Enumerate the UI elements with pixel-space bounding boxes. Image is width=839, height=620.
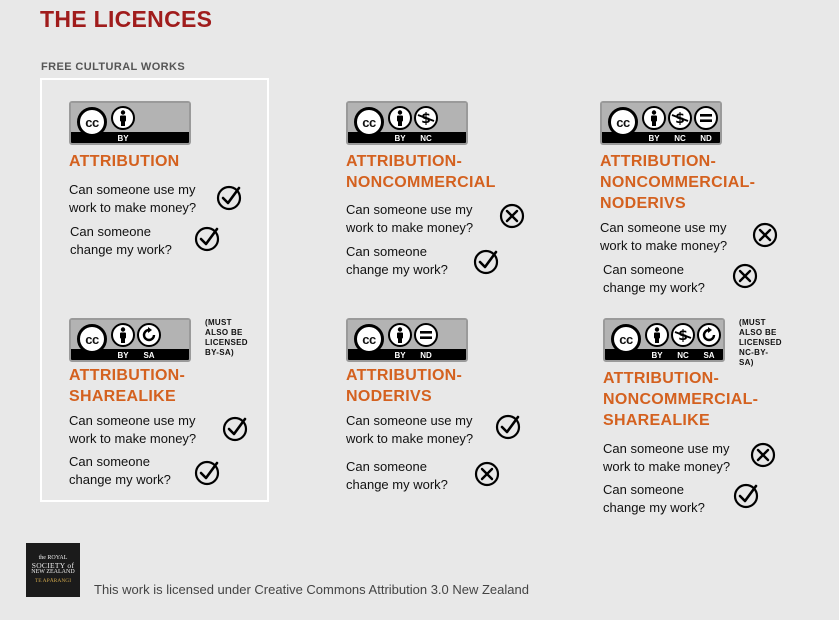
licence-name: ATTRIBUTION- NONCOMMERCIAL- SHAREALIKE [603,370,759,429]
cc-badge: cc BY ND [346,318,468,362]
badge-label: NC [677,351,689,360]
person-icon [388,323,412,347]
licence-name: ATTRIBUTION [69,153,180,170]
no-dollar-icon: $ [668,106,692,130]
cc-icon: cc [77,107,107,137]
cc-icon: cc [354,324,384,354]
cross-icon [750,442,776,468]
page-title: THE LICENCES [40,6,213,32]
licence-note: (MUST ALSO BE LICENSED NC-BY-SA) [739,318,782,367]
question-money: Can someone use my work to make money? [69,182,197,215]
question-change: Can someone change my work? [70,224,172,257]
check-icon [733,483,759,509]
person-icon [111,323,135,347]
badge-label: BY [394,134,406,143]
no-dollar-icon: $ [671,323,695,347]
badge-label: NC [674,134,686,143]
cross-icon [732,263,758,289]
cc-icon: cc [611,324,641,354]
cc-badge: cc $ BY NC ND [600,101,722,145]
licence-card: cc BY ND ATTRIBUTION- NODERIVS Can someone us… [346,318,521,492]
person-icon [645,323,669,347]
badge-label: NC [420,134,432,143]
badge-label: BY [651,351,663,360]
logo-line: NEW ZEALAND [31,569,75,575]
badge-label: ND [700,134,712,143]
badge-label: BY [648,134,660,143]
badge-label: SA [143,351,155,360]
question-change: Can someone change my work? [603,482,705,515]
logo-line: SOCIETY of [31,561,75,570]
logo-line: the ROYAL [38,555,68,561]
cc-badge: cc BY [69,101,191,145]
licence-name: ATTRIBUTION- NONCOMMERCIAL- NODERIVS [600,153,756,212]
licence-note: (MUST ALSO BE LICENSED BY-SA) [205,318,248,357]
question-money: Can someone use my work to make money? [603,441,731,474]
licence-card: cc $ BY NC ND ATTRIBUTION-NONCOMMERCIAL-NODER… [600,101,778,295]
badge-label: BY [394,351,406,360]
question-change: Can someone change my work? [346,244,448,277]
badge-label: BY [117,351,129,360]
cc-icon: cc [77,324,107,354]
check-icon [216,185,242,211]
equals-icon [694,106,718,130]
sharealike-icon [137,323,161,347]
question-change: Can someone change my work? [69,454,171,487]
free-cultural-works-box [40,78,269,502]
person-icon [111,106,135,130]
no-dollar-icon: $ [414,106,438,130]
equals-icon [414,323,438,347]
check-icon [194,460,220,486]
cc-badge: cc $ BY NC [346,101,468,145]
license-footer: This work is licensed under Creative Com… [94,582,529,597]
question-money: Can someone use my work to make money? [346,202,474,235]
question-money: Can someone use my work to make money? [600,220,728,253]
person-icon [642,106,666,130]
cc-icon: cc [354,107,384,137]
check-icon [194,226,220,252]
badge-label: BY [117,134,129,143]
badge-label: SA [703,351,715,360]
check-icon [495,414,521,440]
question-change: Can someone change my work? [603,262,705,295]
royal-society-logo: the ROYAL SOCIETY of NEW ZEALAND TE APĀR… [26,543,80,597]
question-money: Can someone use my work to make money? [346,413,474,446]
sharealike-icon [697,323,721,347]
licence-card: cc BY ATTRIBUTION Can someone use my work to… [69,101,242,257]
cc-badge: cc $ BY NC SA [603,318,725,362]
cc-icon: cc [608,107,638,137]
licence-name: ATTRIBUTION- NONCOMMERCIAL [346,153,496,191]
check-icon [222,416,248,442]
question-change: Can someone change my work? [346,459,448,492]
cross-icon [752,222,778,248]
cross-icon [474,461,500,487]
licence-card: cc $ BY NC ATTRIBUTION-NONCOMMERCIAL Can some… [346,101,525,277]
person-icon [388,106,412,130]
cross-icon [499,203,525,229]
check-icon [473,249,499,275]
section-label: FREE CULTURAL WORKS [41,61,186,73]
cc-badge: cc BY SA [69,318,191,362]
logo-line: TE APĀRANGI [34,578,72,584]
licence-name: ATTRIBUTION- SHAREALIKE [69,367,186,405]
licence-name: ATTRIBUTION- NODERIVS [346,367,463,405]
licence-card: cc BY SA (MUST ALSO BE LICENSED BY-SA) ATTRIBUT… [69,318,248,487]
badge-label: ND [420,351,432,360]
question-money: Can someone use my work to make money? [69,413,197,446]
